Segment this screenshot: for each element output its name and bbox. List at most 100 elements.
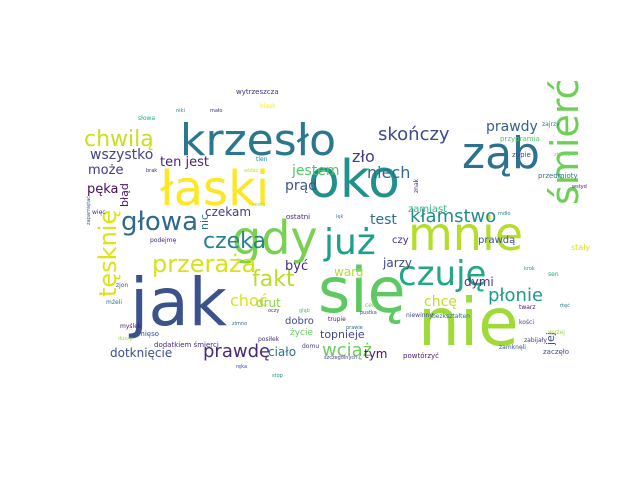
word-cloud-word: wstyd xyxy=(572,184,587,190)
word-cloud-word: zjon xyxy=(116,282,128,289)
word-cloud-word: łaski xyxy=(160,161,269,217)
word-cloud-word: przedmioty xyxy=(538,172,578,180)
word-cloud-word: stały xyxy=(571,243,590,252)
word-cloud-word: zesta xyxy=(252,202,265,208)
word-cloud-word: pustka xyxy=(360,310,377,316)
word-cloud-word: brak xyxy=(146,168,157,174)
word-cloud-word: chwilą xyxy=(84,127,154,152)
word-cloud-word: trupie xyxy=(328,316,346,323)
word-cloud-word: już xyxy=(323,222,376,263)
word-cloud-word: gdy xyxy=(232,211,318,265)
word-cloud-word: sen xyxy=(548,271,559,278)
word-cloud-word: blask xyxy=(260,103,276,110)
word-cloud-word: czeka xyxy=(203,229,266,254)
word-cloud-word: ten jest xyxy=(160,155,209,170)
word-cloud-word: lęk xyxy=(336,214,343,220)
word-cloud-word: ząb xyxy=(462,128,540,179)
word-cloud-word: zamknęli xyxy=(499,344,526,351)
word-cloud-word: się xyxy=(318,254,406,327)
word-cloud-word: zajrzy xyxy=(542,121,560,128)
word-cloud-word: tlen xyxy=(256,156,268,163)
word-cloud-word: zimno xyxy=(232,321,247,327)
word-cloud-word: warg xyxy=(334,265,364,279)
word-cloud-word: jej xyxy=(544,332,557,346)
word-cloud-word: prawdy xyxy=(486,119,538,135)
word-cloud-word: niewinny xyxy=(406,312,433,319)
word-cloud-word: topnieje xyxy=(320,328,365,341)
word-cloud-word: dotknięcie xyxy=(110,346,172,360)
word-cloud-word: zaczęło xyxy=(543,348,569,356)
word-cloud-word: szczególnych xyxy=(324,354,357,361)
word-cloud-word: wszystko xyxy=(90,147,153,163)
word-cloud-word: zło xyxy=(352,147,375,166)
word-cloud-word: jestem xyxy=(291,163,340,179)
word-cloud-word: oczy xyxy=(268,308,279,314)
word-cloud-word: niki xyxy=(176,108,185,114)
word-cloud-word: zapamiętać xyxy=(85,196,92,225)
word-cloud-word: stop xyxy=(272,373,283,379)
word-cloud-word: błąd xyxy=(118,183,131,207)
word-cloud-word: ziemia xyxy=(554,152,570,158)
word-cloud-word: prąd xyxy=(285,178,317,194)
word-cloud-word: celi xyxy=(365,302,376,309)
word-cloud-word: dymi xyxy=(464,275,494,289)
word-cloud-word: drut xyxy=(256,296,281,310)
word-cloud-word: pęka xyxy=(87,182,119,197)
word-cloud-word: krok xyxy=(524,266,535,272)
word-cloud-word: wciąż xyxy=(322,340,372,361)
word-cloud-word: zabijały xyxy=(524,337,547,344)
word-cloud-word: być xyxy=(285,259,308,274)
word-cloud-word: myślek xyxy=(120,323,142,330)
word-cloud-word: wytrzeszcza xyxy=(236,88,279,96)
word-cloud-word: więc xyxy=(92,209,106,216)
word-cloud-word: czy xyxy=(392,235,409,246)
word-cloud-word: bezkształten xyxy=(432,313,470,320)
word-cloud-word: nie xyxy=(418,284,519,361)
word-cloud-word: twarz xyxy=(519,304,536,311)
word-cloud-word: czuję xyxy=(398,254,486,294)
word-cloud-word: znak xyxy=(413,178,420,193)
word-cloud-word: jarzy xyxy=(382,256,412,270)
word-cloud-word: czekam xyxy=(205,205,251,219)
word-cloud-word: test xyxy=(370,212,397,228)
word-cloud-word: widać xyxy=(244,167,259,174)
word-cloud-word: życie xyxy=(290,328,313,338)
word-cloud-word: wyżej xyxy=(548,329,565,336)
word-cloud-word: zamiast xyxy=(408,204,447,215)
word-cloud-word: oko xyxy=(308,150,400,210)
word-cloud-word: krzesło xyxy=(180,115,336,166)
word-cloud-word: głowa xyxy=(121,207,198,237)
word-cloud-word: tym xyxy=(364,347,388,361)
word-cloud-word: niech xyxy=(367,163,410,182)
word-cloud-word: mdło xyxy=(498,211,511,217)
word-cloud-word: głąb xyxy=(299,308,310,314)
word-cloud-word: kłamstwo xyxy=(410,206,496,227)
word-cloud-word: dodatkiem śmierci xyxy=(154,341,219,349)
word-cloud-word: domu xyxy=(302,343,319,350)
word-cloud-word: płonie xyxy=(488,285,543,306)
word-cloud-word: prawdą xyxy=(478,235,515,246)
word-cloud-word: jak xyxy=(128,264,228,341)
word-cloud-word: ciało xyxy=(268,345,296,359)
word-cloud-word: prawdę xyxy=(203,341,270,362)
word-cloud-word: może xyxy=(88,163,123,178)
word-cloud-word: mało xyxy=(210,108,222,114)
word-cloud-word: posiłek xyxy=(258,336,280,343)
word-cloud-word: śmierć xyxy=(543,79,587,205)
word-cloud-word: podejmę xyxy=(150,237,176,244)
word-cloud-word: tęsknię xyxy=(94,210,122,297)
word-cloud-word: rtęć xyxy=(560,302,570,309)
word-cloud-word: kości xyxy=(519,319,534,326)
word-cloud-word: zupie xyxy=(512,151,531,159)
word-cloud-word: mżeli xyxy=(106,299,122,306)
word-cloud-word: mnie xyxy=(408,207,523,261)
word-cloud-word: fakt xyxy=(252,267,295,292)
word-cloud-word: mięso xyxy=(138,330,159,338)
word-cloud-word: duszy xyxy=(118,336,133,342)
word-cloud-word: przeraża xyxy=(152,250,256,278)
word-cloud-word: dobro xyxy=(285,316,314,327)
word-cloud-word: ręka xyxy=(236,364,247,370)
word-cloud-word: choć xyxy=(230,291,268,310)
